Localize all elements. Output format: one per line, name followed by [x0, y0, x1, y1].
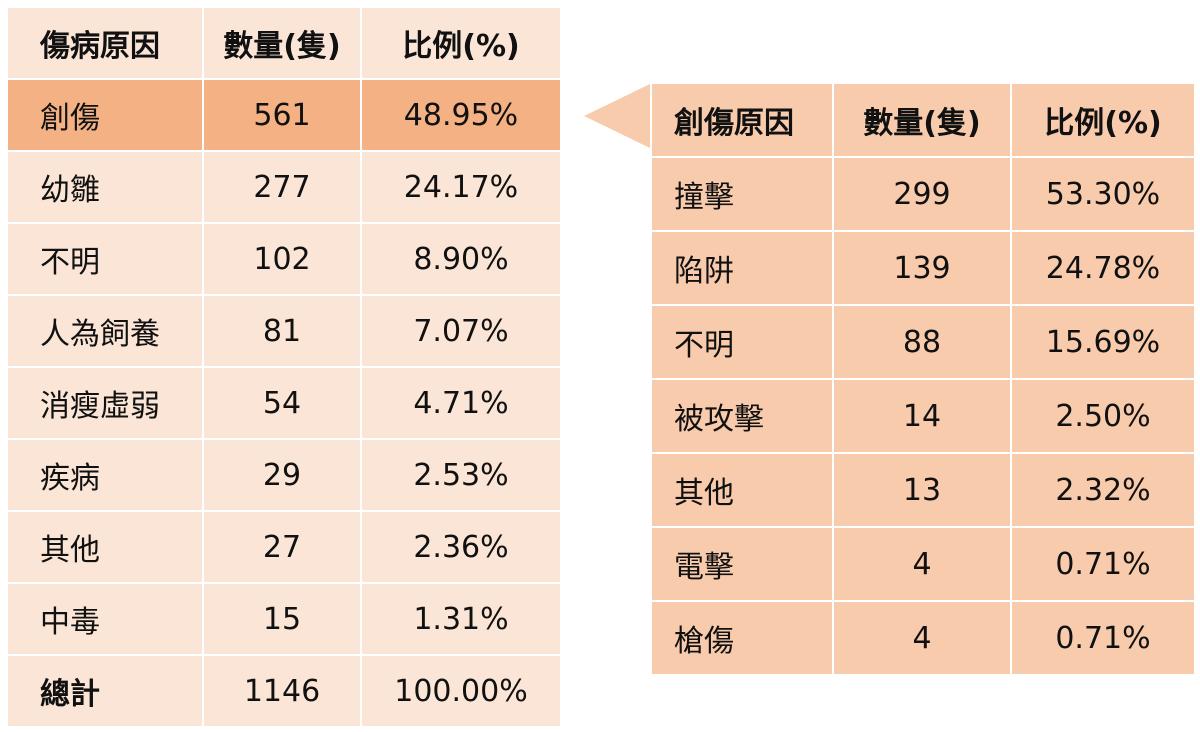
cell-percent: 48.95%: [360, 78, 562, 152]
cell-percent: 24.17%: [360, 150, 562, 224]
cell-percent: 24.78%: [1010, 230, 1196, 306]
cell-cause: 不明: [6, 222, 204, 296]
cell-cause: 被攻擊: [650, 378, 834, 454]
cell-cause: 幼雛: [6, 150, 204, 224]
cell-count: 81: [202, 294, 362, 368]
table-row-trauma: 創傷 561 48.95%: [6, 78, 562, 152]
cell-count: 4: [832, 600, 1012, 676]
cell-percent: 8.90%: [360, 222, 562, 296]
table-row: 疾病 29 2.53%: [6, 438, 562, 512]
cell-cause: 陷阱: [650, 230, 834, 306]
cell-cause: 疾病: [6, 438, 204, 512]
cell-count: 88: [832, 304, 1012, 380]
cell-count: 54: [202, 366, 362, 440]
header-cause: 創傷原因: [650, 82, 834, 158]
cell-percent: 2.36%: [360, 510, 562, 584]
cell-total-label: 總計: [6, 654, 204, 728]
table-row: 消瘦虛弱 54 4.71%: [6, 366, 562, 440]
cell-percent: 7.07%: [360, 294, 562, 368]
cell-percent: 4.71%: [360, 366, 562, 440]
cell-total-percent: 100.00%: [360, 654, 562, 728]
table-row: 中毒 15 1.31%: [6, 582, 562, 656]
cell-cause: 中毒: [6, 582, 204, 656]
cell-percent: 0.71%: [1010, 526, 1196, 602]
table-row: 其他 27 2.36%: [6, 510, 562, 584]
cell-cause: 槍傷: [650, 600, 834, 676]
table-row: 撞擊 299 53.30%: [650, 156, 1196, 232]
header-count: 數量(隻): [832, 82, 1012, 158]
cell-cause: 撞擊: [650, 156, 834, 232]
trauma-cause-table: 創傷原因 數量(隻) 比例(%) 撞擊 299 53.30% 陷阱 139 24…: [650, 82, 1196, 676]
table-header-row: 創傷原因 數量(隻) 比例(%): [650, 82, 1196, 158]
cell-cause: 其他: [6, 510, 204, 584]
cell-percent: 2.32%: [1010, 452, 1196, 528]
cell-percent: 1.31%: [360, 582, 562, 656]
cell-total-count: 1146: [202, 654, 362, 728]
cell-cause: 不明: [650, 304, 834, 380]
cell-percent: 0.71%: [1010, 600, 1196, 676]
cell-count: 14: [832, 378, 1012, 454]
cell-count: 13: [832, 452, 1012, 528]
table-row-total: 總計 1146 100.00%: [6, 654, 562, 728]
cell-cause: 消瘦虛弱: [6, 366, 204, 440]
table-row: 不明 88 15.69%: [650, 304, 1196, 380]
table-row: 被攻擊 14 2.50%: [650, 378, 1196, 454]
table-row: 電擊 4 0.71%: [650, 526, 1196, 602]
cell-count: 561: [202, 78, 362, 152]
table-row: 不明 102 8.90%: [6, 222, 562, 296]
cell-cause: 電擊: [650, 526, 834, 602]
cell-cause: 其他: [650, 452, 834, 528]
cell-cause: 創傷: [6, 78, 204, 152]
cell-cause: 人為飼養: [6, 294, 204, 368]
table-row: 槍傷 4 0.71%: [650, 600, 1196, 676]
header-count: 數量(隻): [202, 6, 362, 80]
cell-count: 4: [832, 526, 1012, 602]
table-row: 其他 13 2.32%: [650, 452, 1196, 528]
pointer-arrow-icon: [584, 84, 650, 148]
header-cause: 傷病原因: [6, 6, 204, 80]
cell-percent: 53.30%: [1010, 156, 1196, 232]
header-percent: 比例(%): [360, 6, 562, 80]
cell-percent: 2.50%: [1010, 378, 1196, 454]
header-percent: 比例(%): [1010, 82, 1196, 158]
table-row: 陷阱 139 24.78%: [650, 230, 1196, 306]
cell-percent: 2.53%: [360, 438, 562, 512]
cell-count: 15: [202, 582, 362, 656]
cell-count: 277: [202, 150, 362, 224]
cell-count: 102: [202, 222, 362, 296]
table-row: 幼雛 277 24.17%: [6, 150, 562, 224]
cell-count: 29: [202, 438, 362, 512]
table-row: 人為飼養 81 7.07%: [6, 294, 562, 368]
injury-cause-table: 傷病原因 數量(隻) 比例(%) 創傷 561 48.95% 幼雛 277 24…: [6, 6, 562, 728]
table-header-row: 傷病原因 數量(隻) 比例(%): [6, 6, 562, 80]
cell-percent: 15.69%: [1010, 304, 1196, 380]
cell-count: 299: [832, 156, 1012, 232]
cell-count: 27: [202, 510, 362, 584]
cell-count: 139: [832, 230, 1012, 306]
